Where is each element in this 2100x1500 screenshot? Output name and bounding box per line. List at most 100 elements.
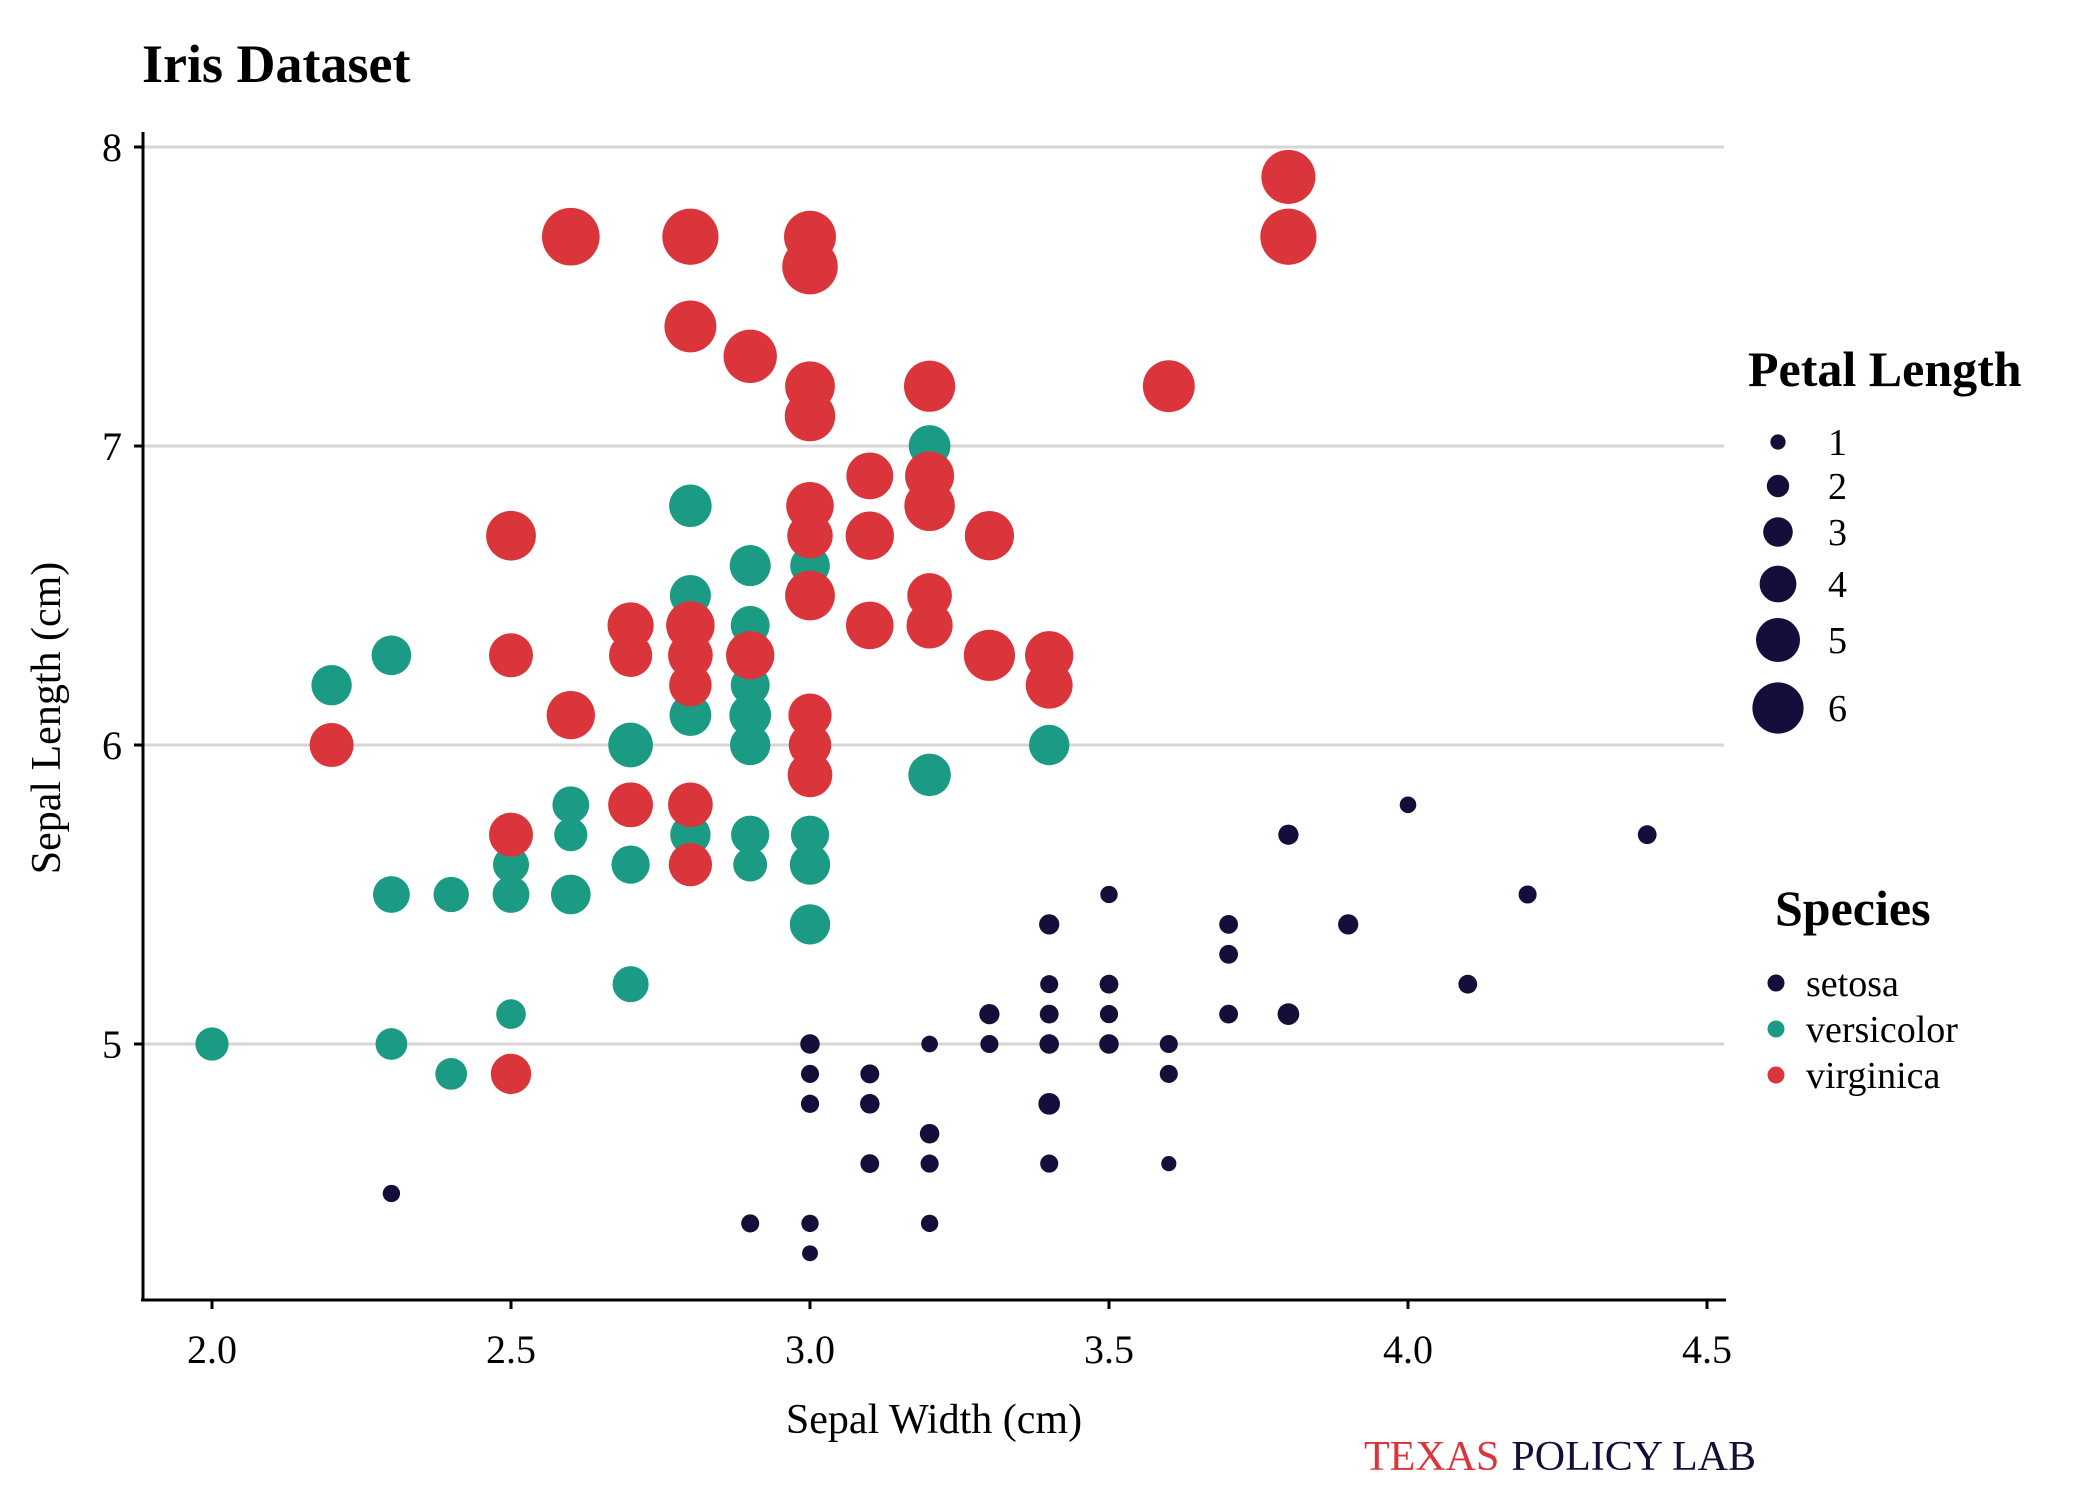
- point-setosa-17: [1099, 1005, 1119, 1024]
- point-setosa-30: [860, 1094, 880, 1114]
- point-virginica-49: [787, 752, 833, 798]
- point-setosa-22: [1161, 1156, 1177, 1172]
- point-versicolor-7: [435, 1058, 468, 1090]
- point-setosa-3: [860, 1154, 880, 1173]
- point-versicolor-34: [789, 904, 831, 945]
- point-versicolor-35: [1029, 724, 1070, 766]
- point-setosa-32: [1458, 974, 1478, 994]
- size-legend-label-2: 2: [1828, 466, 1847, 508]
- point-setosa-24: [1038, 1092, 1061, 1115]
- x-tick-label-4.0: 4.0: [1383, 1327, 1433, 1372]
- point-setosa-16: [1339, 915, 1357, 934]
- y-tick-label-8: 8: [102, 125, 122, 170]
- point-versicolor-9: [612, 966, 649, 1003]
- size-legend-label-3: 3: [1828, 512, 1847, 554]
- x-tick-label-2.5: 2.5: [486, 1327, 536, 1372]
- point-virginica-35: [784, 210, 836, 263]
- point-setosa-21: [1219, 1004, 1238, 1024]
- point-virginica-18: [541, 207, 600, 266]
- point-setosa-42: [920, 1214, 939, 1233]
- x-tick-label-4.5: 4.5: [1682, 1327, 1732, 1372]
- point-versicolor-43: [375, 1028, 408, 1060]
- point-setosa-18: [1278, 824, 1299, 845]
- point-virginica-33: [668, 632, 713, 678]
- point-setosa-6: [1040, 1154, 1059, 1173]
- point-virginica-25: [904, 360, 956, 412]
- point-setosa-13: [802, 1245, 818, 1262]
- point-virginica-44: [964, 511, 1014, 561]
- point-versicolor-31: [433, 877, 469, 912]
- point-setosa-46: [1278, 1004, 1299, 1024]
- x-tick-label-3.5: 3.5: [1084, 1327, 1134, 1372]
- point-setosa-39: [1039, 1004, 1059, 1024]
- size-legend-marker-1: [1770, 434, 1786, 450]
- species-legend-label-virginica: virginica: [1806, 1055, 1941, 1097]
- point-virginica-29: [785, 361, 835, 412]
- point-virginica-13: [489, 812, 533, 857]
- point-setosa-10: [1219, 915, 1238, 934]
- point-virginica-0: [963, 629, 1016, 681]
- point-versicolor-20: [908, 753, 951, 797]
- y-tick-label-6: 6: [102, 723, 122, 768]
- size-legend-title: Petal Length: [1748, 341, 2022, 397]
- texas-policy-lab-caption: TEXAS POLICY LAB: [1364, 1434, 1756, 1480]
- size-legend-marker-4: [1759, 565, 1797, 603]
- point-versicolor-48: [496, 999, 526, 1029]
- point-versicolor-28: [730, 724, 771, 766]
- point-setosa-29: [919, 1123, 940, 1144]
- size-legend-label-5: 5: [1828, 620, 1847, 662]
- point-versicolor-3: [373, 876, 410, 913]
- point-setosa-38: [801, 1214, 819, 1233]
- point-setosa-34: [860, 1064, 880, 1084]
- point-setosa-14: [1399, 796, 1417, 814]
- x-axis-ticks: 2.0 2.5 3.0 3.5 4.0 4.5: [187, 1300, 1732, 1372]
- point-versicolor-39: [492, 876, 530, 913]
- chart-title: Iris Dataset: [142, 34, 410, 94]
- size-legend-marker-2: [1766, 474, 1790, 498]
- size-legend-marker-5: [1756, 618, 1800, 662]
- point-virginica-37: [846, 601, 894, 650]
- point-virginica-30: [664, 300, 717, 353]
- point-setosa-4: [1159, 1034, 1178, 1054]
- point-setosa-28: [1040, 975, 1059, 994]
- point-virginica-43: [904, 480, 955, 532]
- point-virginica-21: [668, 842, 713, 887]
- point-setosa-23: [979, 1003, 1000, 1025]
- y-tick-label-7: 7: [102, 424, 122, 469]
- point-setosa-45: [800, 1094, 820, 1113]
- point-versicolor-38: [791, 845, 829, 884]
- caption-policy-lab: POLICY LAB: [1511, 1434, 1756, 1480]
- point-virginica-23: [608, 633, 653, 677]
- point-virginica-14: [668, 782, 713, 828]
- size-legend: 123 4 5 6: [1752, 422, 1847, 734]
- point-virginica-7: [723, 329, 777, 383]
- point-versicolor-13: [729, 694, 772, 737]
- point-setosa-1: [800, 1064, 820, 1083]
- point-setosa-26: [1039, 1034, 1059, 1054]
- point-virginica-9: [1142, 360, 1195, 413]
- size-legend-marker-6: [1752, 682, 1804, 734]
- species-legend-label-setosa: setosa: [1806, 963, 1899, 1005]
- point-versicolor-49: [671, 815, 710, 854]
- point-setosa-31: [1039, 915, 1059, 934]
- point-virginica-19: [309, 723, 354, 767]
- x-axis-label: Sepal Width (cm): [786, 1397, 1082, 1443]
- point-virginica-47: [787, 572, 833, 619]
- point-virginica-8: [486, 510, 536, 561]
- point-versicolor-29: [554, 818, 588, 852]
- y-axis-ticks: 5 6 7 8: [102, 125, 143, 1067]
- point-setosa-49: [980, 1034, 999, 1054]
- species-legend-marker-setosa: [1767, 974, 1785, 992]
- x-tick-label-2.0: 2.0: [187, 1327, 237, 1372]
- point-setosa-37: [1159, 1064, 1178, 1083]
- point-versicolor-46: [731, 815, 770, 854]
- point-setosa-25: [800, 1034, 820, 1054]
- species-legend-title: Species: [1775, 880, 1931, 936]
- point-setosa-35: [921, 1035, 938, 1053]
- point-versicolor-19: [492, 846, 530, 883]
- point-versicolor-18: [311, 665, 352, 706]
- point-virginica-3: [726, 631, 775, 680]
- x-tick-label-3.0: 3.0: [785, 1327, 835, 1372]
